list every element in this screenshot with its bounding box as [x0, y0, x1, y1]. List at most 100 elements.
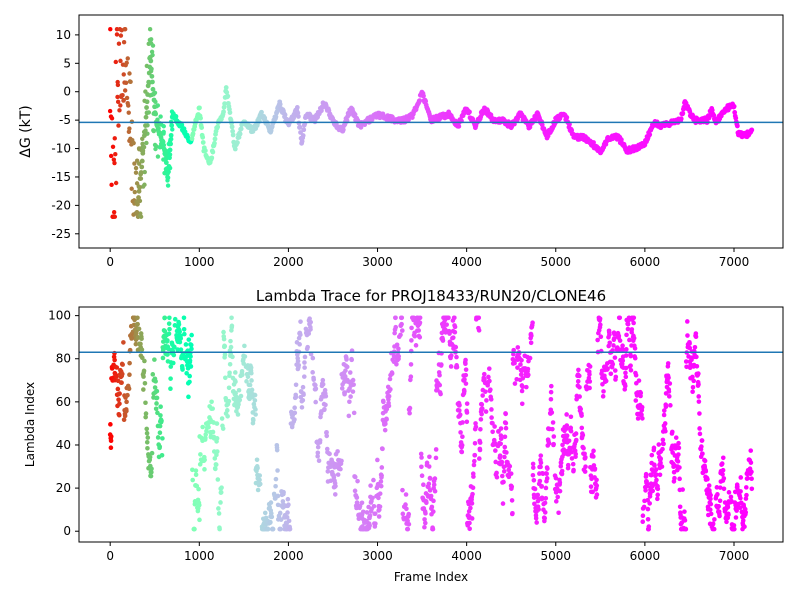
lambda-point — [462, 377, 467, 382]
lambda-point — [143, 400, 148, 406]
lambda-point — [323, 393, 329, 399]
lambda-point — [452, 324, 458, 330]
lambda-point — [502, 444, 508, 450]
lambda-point — [372, 511, 378, 517]
lambda-point — [400, 511, 406, 517]
lambda-point — [121, 417, 127, 423]
lambda-point — [710, 521, 716, 526]
lambda-point — [476, 456, 482, 461]
lambda-point — [692, 344, 698, 350]
lambda-point — [221, 336, 227, 342]
lambda-point — [189, 332, 194, 338]
lambda-point — [720, 467, 726, 473]
delta-g-point — [142, 182, 147, 187]
lambda-point — [655, 486, 661, 492]
lambda-point — [126, 386, 132, 392]
lambda-point — [152, 357, 157, 362]
lambda-point — [417, 334, 423, 340]
lambda-point — [298, 332, 303, 338]
lambda-point — [597, 316, 603, 322]
lambda-point — [175, 347, 180, 352]
delta-g-point — [297, 124, 303, 130]
lambda-point — [112, 357, 117, 363]
delta-g-point — [118, 33, 124, 38]
delta-g-point — [115, 94, 120, 100]
lambda-point — [450, 335, 456, 340]
delta-g-x-tick-label: 3000 — [362, 255, 393, 269]
lambda-point — [601, 389, 606, 394]
delta-g-x-tick-label: 1000 — [184, 255, 215, 269]
lambda-point — [350, 377, 356, 383]
lambda-point — [457, 412, 463, 418]
lambda-point — [705, 476, 710, 482]
delta-g-point — [142, 130, 148, 135]
lambda-point — [141, 368, 147, 374]
lambda-point — [418, 451, 424, 457]
delta-g-point — [113, 152, 118, 157]
lambda-point — [373, 521, 378, 526]
lambda-point — [406, 511, 412, 517]
lambda-point — [148, 473, 154, 479]
delta-g-y-tick-label: -5 — [59, 113, 71, 127]
lambda-point — [566, 438, 572, 444]
lambda-point — [666, 375, 671, 381]
lambda-point — [663, 428, 668, 434]
lambda-point — [620, 358, 626, 363]
lambda-point — [707, 507, 713, 513]
lambda-point — [476, 315, 482, 321]
delta-g-point — [225, 93, 231, 99]
lambda-point — [384, 417, 389, 422]
lambda-point — [273, 476, 279, 482]
lambda-point — [607, 340, 613, 346]
delta-g-point — [145, 83, 151, 89]
lambda-point — [612, 355, 618, 360]
lambda-point — [409, 338, 414, 343]
lambda-point — [477, 447, 483, 453]
lambda-point — [511, 347, 516, 353]
lambda-point — [237, 397, 243, 403]
lambda-point — [502, 454, 507, 460]
lambda-point — [424, 500, 429, 506]
lambda-point — [631, 320, 636, 326]
lambda-point — [482, 377, 487, 382]
delta-g-point — [125, 56, 130, 61]
lambda-point — [488, 387, 493, 392]
lambda-point — [202, 467, 207, 472]
lambda-point — [113, 374, 119, 379]
lambda-point — [368, 483, 373, 488]
lambda-point — [490, 429, 495, 435]
delta-g-y-tick-label: -10 — [51, 142, 71, 156]
delta-g-point — [417, 98, 423, 104]
lambda-point — [187, 379, 192, 385]
lambda-point — [498, 436, 504, 442]
lambda-point — [183, 342, 189, 347]
lambda-point — [535, 492, 541, 498]
lambda-point — [473, 424, 479, 430]
lambda-y-tick-label: 20 — [56, 481, 71, 495]
lambda-point — [530, 472, 536, 478]
lambda-point — [591, 448, 596, 454]
lambda-point — [676, 440, 681, 446]
lambda-point — [257, 477, 262, 483]
lambda-point — [654, 477, 659, 483]
lambda-point — [405, 526, 411, 532]
delta-g-point — [618, 137, 624, 143]
lambda-point — [268, 500, 274, 505]
lambda-point — [220, 426, 226, 431]
lambda-point — [694, 364, 700, 369]
lambda-point — [459, 449, 465, 455]
lambda-point — [202, 457, 207, 463]
lambda-point — [697, 426, 702, 431]
lambda-point — [286, 518, 292, 524]
lambda-point — [229, 323, 235, 329]
delta-g-point — [215, 124, 221, 130]
lambda-point — [158, 404, 163, 409]
lambda-point — [255, 465, 260, 471]
lambda-point — [448, 364, 454, 369]
lambda-point — [573, 451, 579, 457]
lambda-point — [360, 509, 366, 515]
delta-g-point — [162, 148, 168, 154]
lambda-point — [320, 377, 326, 383]
lambda-point — [431, 482, 437, 487]
delta-g-point — [152, 104, 157, 110]
